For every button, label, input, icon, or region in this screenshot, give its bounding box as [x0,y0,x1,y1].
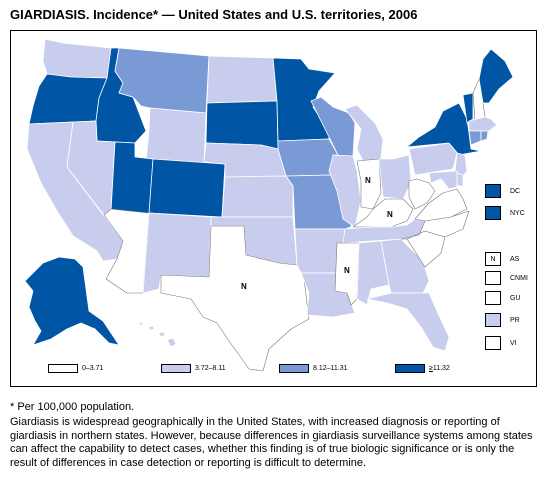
state-wy [145,107,207,167]
page-title: GIARDIASIS. Incidence* — United States a… [10,7,418,22]
state-wi [310,96,356,162]
no-data-mark-ms: N [344,266,350,275]
state-hi-oahu [148,325,155,331]
legend-swatch-3 [395,364,425,373]
state-hi-group [138,321,177,348]
state-tx [160,225,310,372]
state-ct [468,130,482,146]
state-nd [206,55,278,104]
state-hi-kauai [138,321,144,326]
territory-as: N AS [485,252,519,266]
legend-swatch-2 [279,364,309,373]
state-ga [380,238,430,294]
legend-label-2: 8.12–11.31 [313,365,348,372]
legend-item-0: 0–3.71 [48,364,103,373]
territory-label-as: AS [510,255,520,263]
territory-box-gu [485,291,501,305]
us-map: N N N N [24,38,514,372]
territory-label-vi: VI [510,339,517,347]
state-ri [480,130,489,142]
state-fl [366,292,450,352]
state-ks [221,175,294,218]
state-md [428,170,458,190]
territory-vi: VI [485,336,517,350]
territory-dc: DC [485,184,520,198]
state-or [28,73,108,125]
state-me [478,48,514,104]
state-hi [166,337,177,348]
map-legend: 0–3.71 3.72–8.11 8.12–11.31 ≥11.32 [11,364,536,380]
state-co [148,158,226,218]
no-data-mark-ky: N [387,210,393,219]
legend-item-3: ≥11.32 [395,364,450,373]
state-va [414,188,468,222]
state-nh [472,78,486,122]
state-vt [462,92,474,124]
legend-label-0: 0–3.71 [82,365,104,372]
territory-cnmi: CNMI [485,271,528,285]
territory-box-vi [485,336,501,350]
map-panel: N N N N DC NYC N AS CNMI GU PR VI 0–3.71 3.72–8… [10,30,537,387]
state-hi-maui [158,331,166,337]
territory-gu: GU [485,291,521,305]
territory-label-cnmi: CNMI [510,274,528,282]
legend-label-3: 11.32 [432,365,450,372]
legend-prefix-3: ≥ [429,365,433,372]
territory-box-as: N [485,252,501,266]
description: Giardiasis is widespread geographically … [10,416,533,469]
territory-pr: PR [485,313,520,327]
state-mn [272,57,336,142]
state-sd [205,100,279,150]
footnote: * Per 100,000 population. [10,401,135,413]
no-data-mark-tx: N [241,282,247,291]
legend-swatch-1 [161,364,191,373]
territory-label-pr: PR [510,316,520,324]
territory-label-gu: GU [510,294,521,302]
state-nc [400,210,470,240]
legend-item-2: 8.12–11.31 [279,364,348,373]
legend-item-1: 3.72–8.11 [161,364,226,373]
territory-nyc: NYC [485,206,525,220]
legend-swatch-0 [48,364,78,373]
territory-label-nyc: NYC [510,209,525,217]
legend-label-1: 3.72–8.11 [195,365,226,372]
state-wa [42,38,112,79]
territory-label-dc: DC [510,187,521,195]
state-de [456,172,464,188]
territory-box-dc [485,184,501,198]
state-ak [24,256,120,346]
no-data-mark-in: N [365,176,371,185]
territory-box-cnmi [485,271,501,285]
state-oh [378,154,412,200]
state-pa [408,142,458,176]
state-wv [408,178,436,210]
territory-box-pr [485,313,501,327]
territory-box-nyc [485,206,501,220]
